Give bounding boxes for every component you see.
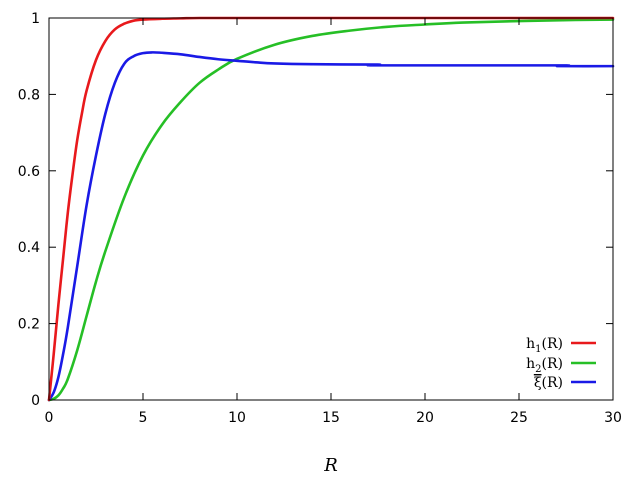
legend-label-2: h2(R) [526,356,563,375]
y-tick-label: 1 [31,11,40,27]
x-tick-label: 10 [228,410,246,426]
x-tick-label: 0 [45,410,54,426]
y-tick-label: 0.8 [18,87,40,103]
legend-label-1: h1(R) [526,336,563,355]
y-tick-label: 0 [31,393,40,409]
y-tick-label: 0.6 [18,164,40,180]
x-tick-label: 15 [322,410,340,426]
series-line-3 [47,51,615,402]
ticks-layer: 0 5 10 15 20 25 30 0 0.2 0.4 0.6 0.8 1 [18,11,622,426]
y-tick-label: 0.2 [18,317,40,333]
x-tick-label: 5 [139,410,148,426]
x-tick-label: 25 [510,410,528,426]
x-axis-label: R [323,455,338,476]
y-tick-label: 0.4 [18,240,40,256]
x-tick-label: 30 [604,410,622,426]
legend-label-3: ξ(R) [534,375,563,391]
x-tick-label: 20 [416,410,434,426]
legend: h1(R)h2(R)ξ(R) [526,336,596,391]
